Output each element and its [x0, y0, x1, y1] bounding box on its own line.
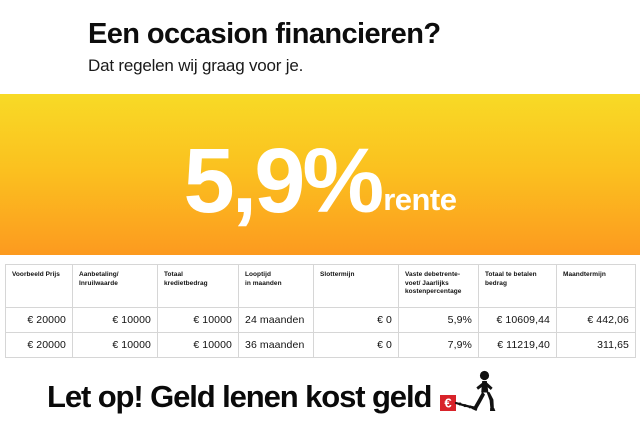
cell-voorbeeld-prijs: € 20000: [5, 306, 73, 333]
interest-rate-group: 5,9% rente: [183, 129, 457, 232]
finance-examples-table: Voorbeeld Prijs Aanbetaling/ Inruilwaard…: [5, 264, 636, 358]
col-header-looptijd: Looptijd in maanden: [238, 264, 314, 308]
col-header-totaal-te-betalen: Totaal te betalen bedrag: [478, 264, 557, 308]
cell-looptijd: 24 maanden: [238, 306, 314, 333]
header-line: bedrag: [485, 279, 507, 287]
cell-looptijd: 36 maanden: [238, 331, 314, 358]
page-subtitle: Dat regelen wij graag voor je.: [88, 56, 304, 75]
header-line: voet/ Jaarlijks: [405, 279, 449, 287]
interest-rate-banner: 5,9% rente: [0, 94, 640, 255]
finance-table-container: Voorbeeld Prijs Aanbetaling/ Inruilwaard…: [0, 255, 640, 358]
credit-warning-banner: Let op! Geld lenen kost geld €: [0, 370, 640, 422]
page-header: Een occasion financieren? Dat regelen wi…: [0, 0, 640, 94]
credit-warning-text: Let op! Geld lenen kost geld: [47, 379, 432, 414]
col-header-slottermijn: Slottermijn: [313, 264, 399, 308]
header-line: Maandtermijn: [563, 271, 606, 278]
cell-totaal-kredietbedrag: € 10000: [157, 306, 239, 333]
cell-rentevoet: 7,9%: [398, 331, 479, 358]
cell-slottermijn: € 0: [313, 331, 399, 358]
col-header-aanbetaling: Aanbetaling/ Inruilwaarde: [72, 264, 158, 308]
header-line: Vaste debetrente-: [405, 271, 461, 278]
cell-rentevoet: 5,9%: [398, 306, 479, 333]
cell-totaal-kredietbedrag: € 10000: [157, 331, 239, 358]
header-line: Voorbeeld Prijs: [12, 271, 60, 278]
table-row: € 20000 € 10000 € 10000 24 maanden € 0 5…: [5, 306, 636, 333]
interest-rate-suffix: rente: [383, 181, 457, 217]
cell-totaal-te-betalen: € 10609,44: [478, 306, 557, 333]
header-line: Inruilwaarde: [79, 279, 118, 287]
col-header-rentevoet: Vaste debetrente- voet/ Jaarlijks kosten…: [398, 264, 479, 308]
header-line: in maanden: [245, 279, 282, 287]
cell-voorbeeld-prijs: € 20000: [5, 331, 73, 358]
walking-man-with-euro-ball-icon: €: [439, 370, 497, 419]
header-line: kredietbedrag: [164, 279, 208, 287]
col-header-voorbeeld-prijs: Voorbeeld Prijs: [5, 264, 73, 308]
cell-aanbetaling: € 10000: [72, 306, 158, 333]
cell-aanbetaling: € 10000: [72, 331, 158, 358]
col-header-maandtermijn: Maandtermijn: [556, 264, 636, 308]
cell-totaal-te-betalen: € 11219,40: [478, 331, 557, 358]
header-line: Looptijd: [245, 271, 272, 278]
cell-maandtermijn: 311,65: [556, 331, 636, 358]
col-header-totaal-kredietbedrag: Totaal kredietbedrag: [157, 264, 239, 308]
header-line: Totaal te betalen: [485, 271, 537, 278]
header-line: Slottermijn: [320, 271, 355, 278]
header-line: Aanbetaling/: [79, 271, 119, 278]
table-row: € 20000 € 10000 € 10000 36 maanden € 0 7…: [5, 331, 636, 358]
svg-text:€: €: [445, 395, 452, 410]
cell-slottermijn: € 0: [313, 306, 399, 333]
interest-rate-value: 5,9%: [183, 129, 384, 232]
cell-maandtermijn: € 442,06: [556, 306, 636, 333]
table-header-row: Voorbeeld Prijs Aanbetaling/ Inruilwaard…: [5, 264, 636, 308]
header-line: Totaal: [164, 271, 183, 278]
page-title: Een occasion financieren?: [88, 18, 441, 50]
header-line: kostenpercentage: [405, 288, 462, 296]
